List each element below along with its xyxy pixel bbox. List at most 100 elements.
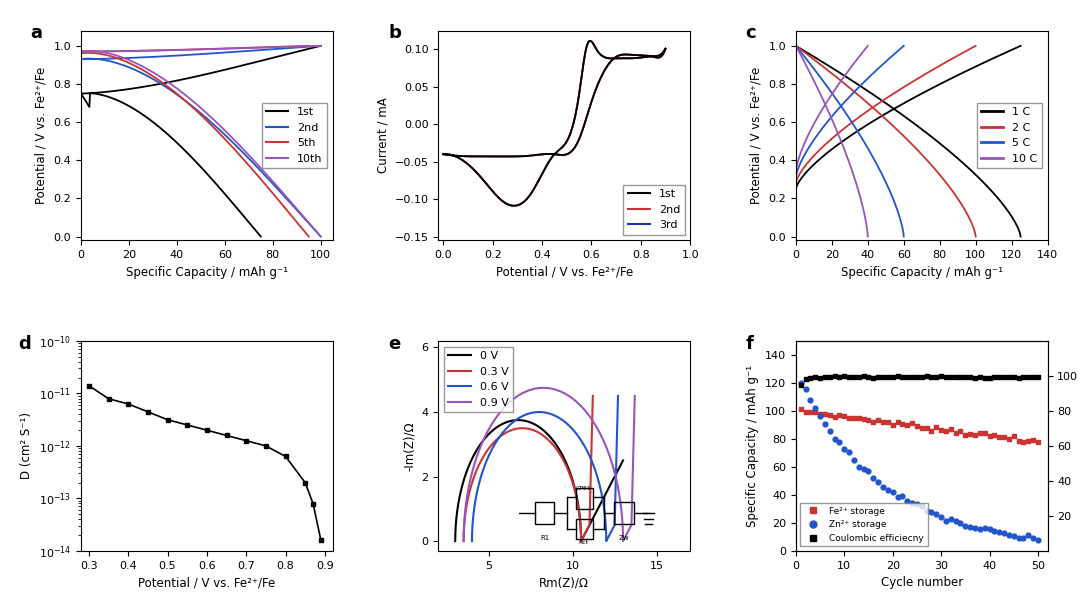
Point [928, 371, 945, 381]
Text: e: e [388, 335, 401, 353]
Point [885, 420, 902, 430]
Point [961, 429, 978, 439]
Point [1025, 373, 1042, 382]
Point [951, 372, 969, 382]
Point [792, 404, 809, 414]
Point [899, 496, 916, 506]
Legend: 0 V, 0.3 V, 0.6 V, 0.9 V: 0 V, 0.3 V, 0.6 V, 0.9 V [444, 346, 513, 412]
Point [826, 434, 843, 444]
Point [801, 395, 819, 405]
Point [807, 403, 824, 413]
Point [855, 371, 873, 381]
Point [816, 371, 834, 381]
Point [913, 424, 930, 433]
Point [1005, 531, 1023, 541]
Point [807, 371, 824, 381]
X-axis label: Cycle number: Cycle number [880, 576, 963, 589]
Point [957, 521, 974, 531]
Point [840, 372, 858, 382]
Text: d: d [18, 335, 31, 353]
Point [996, 528, 1013, 538]
Point [942, 372, 959, 382]
Point [792, 380, 809, 390]
Point [860, 466, 877, 476]
Point [865, 373, 882, 382]
Point [869, 372, 887, 382]
Point [986, 526, 1003, 536]
Point [967, 523, 984, 533]
Point [836, 444, 853, 453]
X-axis label: Potential / V vs. Fe²⁺/Fe: Potential / V vs. Fe²⁺/Fe [496, 266, 633, 278]
Point [889, 417, 906, 427]
Point [996, 432, 1013, 442]
Y-axis label: D (cm² S⁻¹): D (cm² S⁻¹) [21, 412, 33, 479]
Point [879, 372, 896, 382]
Point [1029, 438, 1047, 447]
Point [899, 373, 916, 382]
X-axis label: Potential / V vs. Fe²⁺/Fe: Potential / V vs. Fe²⁺/Fe [138, 576, 275, 589]
Point [937, 372, 955, 382]
Point [797, 384, 814, 394]
Point [846, 413, 863, 423]
Point [894, 419, 912, 429]
X-axis label: Specific Capacity / mAh g⁻¹: Specific Capacity / mAh g⁻¹ [840, 266, 1003, 278]
Point [885, 487, 902, 497]
Point [971, 524, 988, 534]
Point [869, 477, 887, 487]
Point [947, 372, 964, 382]
Point [967, 373, 984, 382]
Point [922, 507, 940, 517]
Point [903, 371, 920, 381]
Legend: 1st, 2nd, 3rd: 1st, 2nd, 3rd [623, 185, 685, 235]
Point [855, 464, 873, 474]
Y-axis label: -Im(Z)/Ω: -Im(Z)/Ω [403, 421, 416, 471]
Point [894, 372, 912, 382]
Point [801, 373, 819, 382]
Point [894, 491, 912, 501]
Text: c: c [745, 24, 756, 42]
Point [908, 499, 926, 509]
Point [928, 422, 945, 432]
Point [1025, 532, 1042, 542]
Point [840, 447, 858, 457]
Point [976, 523, 994, 533]
Point [981, 373, 998, 382]
Text: b: b [388, 24, 401, 42]
Point [816, 419, 834, 428]
Legend: 1st, 2nd, 5th, 10th: 1st, 2nd, 5th, 10th [261, 103, 327, 168]
Point [961, 521, 978, 531]
Point [797, 375, 814, 384]
Point [836, 371, 853, 381]
Y-axis label: Specific Capacity / mAh g⁻¹: Specific Capacity / mAh g⁻¹ [746, 365, 759, 527]
Point [811, 411, 828, 420]
Point [850, 462, 867, 472]
Point [971, 372, 988, 382]
Point [1015, 372, 1032, 382]
Point [967, 430, 984, 440]
Text: a: a [30, 24, 42, 42]
Point [1010, 532, 1027, 542]
Point [957, 372, 974, 382]
Point [937, 426, 955, 436]
Point [850, 372, 867, 382]
Point [947, 516, 964, 526]
Point [821, 426, 838, 436]
Point [1005, 373, 1023, 382]
Point [1020, 436, 1037, 446]
Point [913, 501, 930, 511]
Point [990, 432, 1008, 442]
Point [889, 491, 906, 501]
Point [855, 414, 873, 424]
Point [908, 372, 926, 382]
Point [1010, 373, 1027, 382]
Point [1015, 532, 1032, 542]
Point [1029, 535, 1047, 545]
Point [826, 371, 843, 381]
Y-axis label: Current / mA: Current / mA [376, 97, 389, 173]
Point [961, 373, 978, 382]
X-axis label: Rm(Z)/Ω: Rm(Z)/Ω [539, 576, 590, 589]
Point [797, 407, 814, 417]
Point [1000, 434, 1017, 444]
Point [951, 426, 969, 436]
Point [918, 423, 935, 433]
